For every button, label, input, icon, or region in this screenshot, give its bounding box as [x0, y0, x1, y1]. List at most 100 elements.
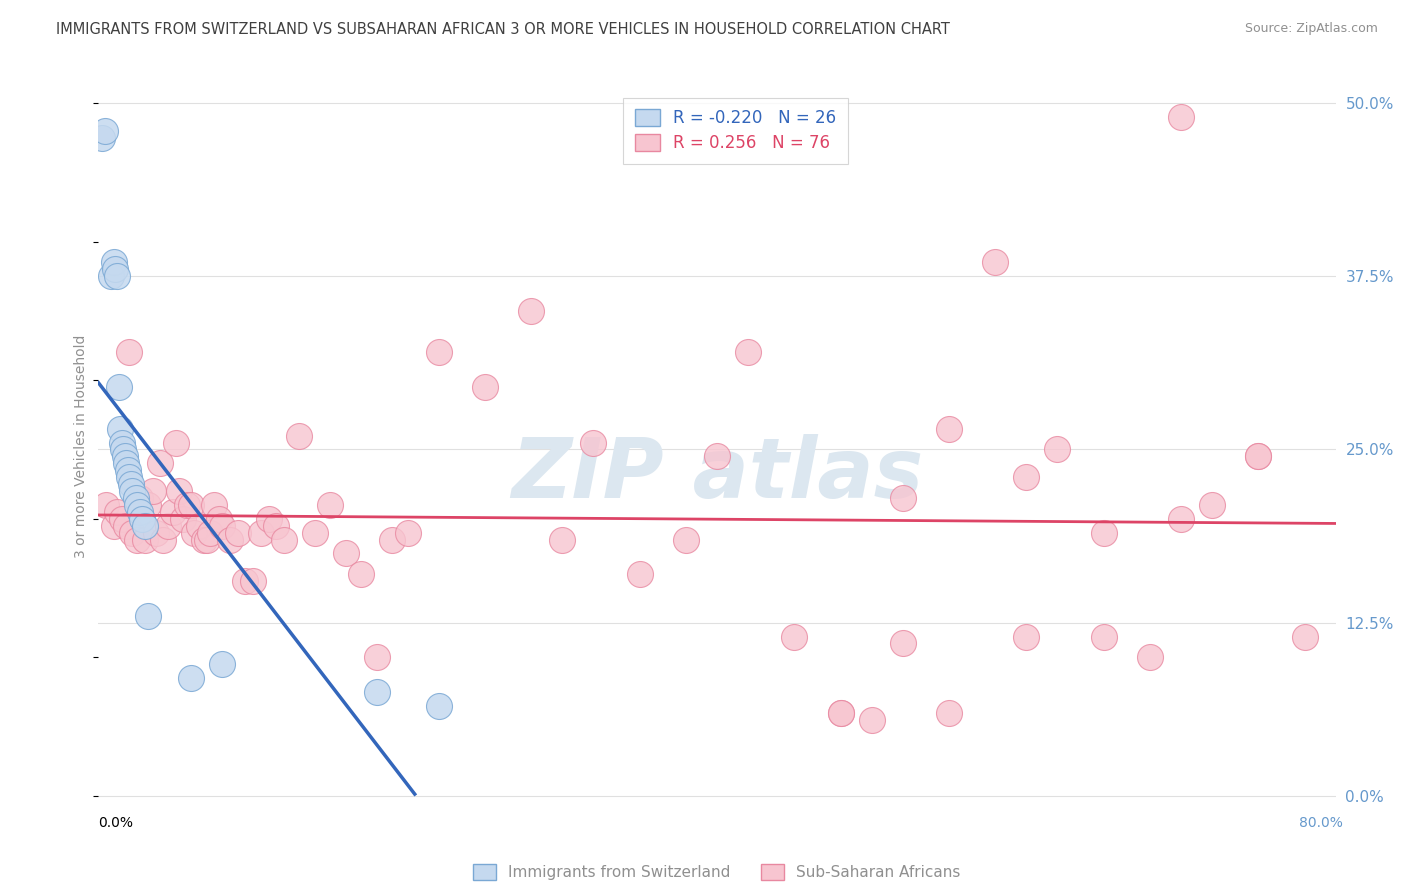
Point	[183, 525, 205, 540]
Point	[891, 491, 914, 505]
Point	[427, 345, 450, 359]
Point	[226, 525, 249, 540]
Point	[211, 518, 233, 533]
Text: Source: ZipAtlas.com: Source: ZipAtlas.com	[1244, 22, 1378, 36]
Point	[984, 255, 1007, 269]
Point	[162, 505, 184, 519]
Point	[1170, 110, 1192, 124]
Point	[204, 498, 226, 512]
Point	[129, 491, 152, 505]
Point	[180, 498, 202, 512]
Point	[180, 671, 202, 685]
Point	[427, 698, 450, 713]
Point	[176, 498, 198, 512]
Point	[1015, 470, 1038, 484]
Point	[737, 345, 759, 359]
Point	[938, 422, 960, 436]
Point	[675, 533, 697, 547]
Point	[396, 525, 419, 540]
Point	[350, 567, 373, 582]
Point	[1247, 450, 1270, 464]
Point	[134, 518, 156, 533]
Point	[117, 463, 139, 477]
Point	[1294, 630, 1316, 644]
Point	[235, 574, 257, 588]
Text: ZIP atlas: ZIP atlas	[510, 434, 924, 515]
Point	[127, 533, 149, 547]
Point	[105, 269, 128, 284]
Point	[136, 498, 159, 512]
Point	[104, 262, 127, 277]
Point	[188, 518, 211, 533]
Point	[103, 255, 125, 269]
Point	[1015, 630, 1038, 644]
Point	[219, 533, 242, 547]
Point	[103, 518, 125, 533]
Point	[891, 636, 914, 650]
Point	[1247, 450, 1270, 464]
Point	[1092, 525, 1115, 540]
Point	[242, 574, 264, 588]
Point	[1170, 512, 1192, 526]
Point	[366, 650, 388, 665]
Point	[706, 450, 728, 464]
Point	[96, 498, 118, 512]
Text: 0.0%: 0.0%	[98, 816, 134, 830]
Point	[628, 567, 651, 582]
Point	[520, 304, 543, 318]
Point	[319, 498, 342, 512]
Point	[783, 630, 806, 644]
Y-axis label: 3 or more Vehicles in Household: 3 or more Vehicles in Household	[75, 334, 89, 558]
Point	[938, 706, 960, 720]
Point	[165, 435, 187, 450]
Point	[211, 657, 233, 672]
Point	[142, 483, 165, 498]
Point	[273, 533, 295, 547]
Point	[198, 525, 221, 540]
Point	[149, 456, 172, 470]
Point	[582, 435, 605, 450]
Point	[208, 512, 231, 526]
Point	[1139, 650, 1161, 665]
Point	[127, 498, 149, 512]
Point	[381, 533, 404, 547]
Point	[830, 706, 852, 720]
Point	[860, 713, 883, 727]
Point	[112, 442, 135, 457]
Point	[111, 512, 134, 526]
Point	[474, 380, 496, 394]
Point	[145, 525, 167, 540]
Point	[118, 345, 141, 359]
Point	[1201, 498, 1223, 512]
Point	[173, 512, 195, 526]
Point	[250, 525, 273, 540]
Point	[114, 450, 136, 464]
Legend: Immigrants from Switzerland, Sub-Saharan Africans: Immigrants from Switzerland, Sub-Saharan…	[465, 856, 969, 888]
Text: 80.0%: 80.0%	[1299, 816, 1343, 830]
Point	[105, 505, 128, 519]
Point	[193, 533, 215, 547]
Point	[108, 422, 131, 436]
Point	[551, 533, 574, 547]
Text: IMMIGRANTS FROM SWITZERLAND VS SUBSAHARAN AFRICAN 3 OR MORE VEHICLES IN HOUSEHOL: IMMIGRANTS FROM SWITZERLAND VS SUBSAHARA…	[56, 22, 950, 37]
Point	[124, 491, 146, 505]
Point	[121, 483, 143, 498]
Point	[195, 533, 218, 547]
Point	[304, 525, 326, 540]
Point	[134, 533, 156, 547]
Point	[167, 483, 190, 498]
Point	[121, 525, 143, 540]
Point	[120, 477, 142, 491]
Point	[118, 470, 141, 484]
Point	[335, 546, 357, 560]
Point	[1092, 630, 1115, 644]
Point	[100, 269, 122, 284]
Point	[129, 505, 152, 519]
Point	[266, 518, 288, 533]
Point	[257, 512, 280, 526]
Point	[157, 518, 180, 533]
Point	[107, 380, 129, 394]
Point	[111, 435, 134, 450]
Point	[152, 533, 174, 547]
Point	[288, 428, 311, 442]
